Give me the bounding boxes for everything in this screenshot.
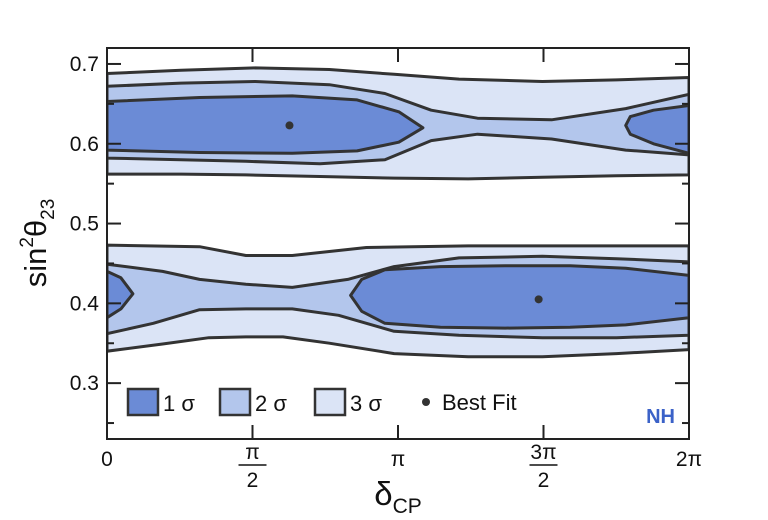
- legend-swatch-sigma3: [313, 387, 347, 417]
- x-axis-title: δCP: [374, 475, 422, 518]
- legend-label-sigma3: 3 σ: [350, 391, 382, 416]
- y-tick-label: 0.4: [70, 292, 100, 315]
- legend-label-sigma1: 1 σ: [163, 391, 195, 416]
- legend: 1 σ 2 σ 3 σ Best Fit: [126, 387, 517, 417]
- legend-label-sigma2: 2 σ: [255, 391, 287, 416]
- region-sigma1-upper-b: [624, 104, 689, 155]
- y-tick-label: 0.5: [70, 213, 99, 236]
- legend-label-best-fit: Best Fit: [442, 390, 517, 415]
- x-tick-denominator: 2: [538, 469, 550, 492]
- y-axis-title: sin2θ23: [17, 199, 59, 288]
- x-tick-denominator: 2: [247, 469, 259, 492]
- region-sigma1-lower-b: [349, 264, 689, 330]
- x-tick-label: 0: [101, 448, 113, 471]
- best-fit-point-1: [285, 121, 294, 130]
- x-tick-label: π: [391, 448, 406, 471]
- region-sigma1-lower-a: [107, 269, 135, 320]
- legend-swatch-sigma1: [126, 387, 160, 417]
- region-sigma1-upper-a: [107, 94, 425, 155]
- y-tick-label: 0.6: [70, 133, 99, 156]
- x-tick-numerator: π: [245, 441, 260, 464]
- plot-frame: [106, 47, 690, 440]
- confidence-regions: [107, 66, 689, 359]
- best-fit-points: [285, 121, 543, 304]
- x-tick-numerator: 3π: [530, 441, 556, 464]
- y-tick-label: 0.7: [70, 53, 99, 76]
- x-tick-label: 2π: [676, 448, 702, 471]
- legend-marker-best-fit: [422, 398, 430, 406]
- y-tick-label: 0.3: [70, 372, 99, 395]
- legend-swatch-sigma2: [218, 387, 252, 417]
- hierarchy-annotation: NH: [646, 406, 675, 428]
- best-fit-point-2: [534, 295, 543, 304]
